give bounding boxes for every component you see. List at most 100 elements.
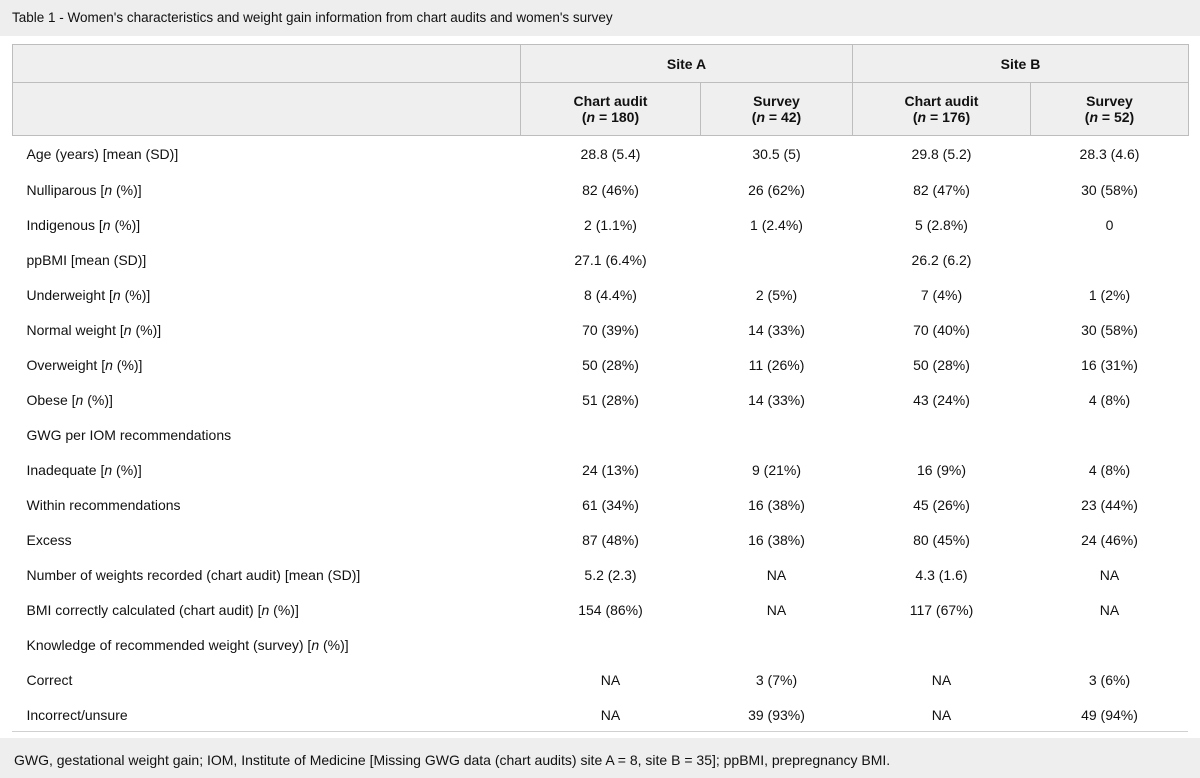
row-label-text: Knowledge of recommended weight (survey)… xyxy=(26,636,312,653)
table-row: Obese [n (%)] 51 (28%) 14 (33%) 43 (24%) 4 (… xyxy=(13,382,1189,417)
header-row-sites: Site A Site B xyxy=(12,44,1189,83)
table-caption: Table 1 - Women's characteristics and we… xyxy=(12,10,613,25)
header-site-b: Site B xyxy=(852,44,1189,83)
header-col-n-value: = 180 xyxy=(595,109,635,125)
row-value-cell: 30 (58%) xyxy=(1081,181,1138,198)
row-value-cell: 26.2 (6.2) xyxy=(911,251,972,268)
row-label-tail: (%)] xyxy=(112,356,143,373)
header-col-n-value: = 52 xyxy=(1098,109,1130,125)
row-value-cell: 28.3 (4.6) xyxy=(1079,146,1140,162)
row-value-cell xyxy=(853,417,1031,452)
row-value-cell: 45 (26%) xyxy=(913,496,970,513)
table-container: Site A Site B Chart audit (n = 180) Surve… xyxy=(12,44,1189,732)
row-value-cell: 51 (28%) xyxy=(582,391,639,408)
table-row: Knowledge of recommended weight (survey)… xyxy=(13,627,1189,662)
row-label-text: Correct xyxy=(26,671,73,688)
row-label: Knowledge of recommended weight (survey)… xyxy=(13,627,521,662)
header-col-n-symbol: n xyxy=(756,109,766,125)
table-header: Site A Site B Chart audit (n = 180) Surve… xyxy=(12,44,1189,136)
row-value-cell: 82 (46%) xyxy=(582,181,639,198)
row-value-cell: NA xyxy=(766,566,787,583)
row-value-cell: 5.2 (2.3) xyxy=(584,566,637,583)
table-row: Age (years) [mean (SD)] 28.8 (5.4) 30.5 (5… xyxy=(13,136,1189,173)
row-value-cell: 50 (28%) xyxy=(582,356,639,373)
row-label-text: Excess xyxy=(26,531,72,548)
row-value-cell xyxy=(521,627,701,662)
header-col-site-a-chart-audit: Chart audit (n = 180) xyxy=(520,82,701,136)
row-value-cell: 117 (67%) xyxy=(909,601,974,618)
row-value-cell: 43 (24%) xyxy=(913,391,970,408)
row-value-cell: 82 (47%) xyxy=(913,181,970,198)
row-value-cell: 11 (26%) xyxy=(748,356,805,373)
row-value-cell xyxy=(521,417,701,452)
row-label-text: Nulliparous [ xyxy=(26,181,105,198)
row-value-cell: 0 xyxy=(1105,216,1114,233)
row-value-cell xyxy=(701,242,853,277)
table-row: Correct NA 3 (7%) NA 3 (6%) xyxy=(13,662,1189,697)
table-row: Indigenous [n (%)] 2 (1.1%) 1 (2.4%) 5 (2.8… xyxy=(13,207,1189,242)
row-value-cell: NA xyxy=(600,671,621,688)
row-label-text: Inadequate [ xyxy=(26,461,105,478)
caption-bar: Table 1 - Women's characteristics and we… xyxy=(0,0,1200,36)
row-value-cell: NA xyxy=(931,706,952,723)
row-label-tail: (%)] xyxy=(83,391,113,408)
row-value-cell: NA xyxy=(1099,566,1120,583)
table-row: Excess 87 (48%) 16 (38%) 80 (45%) 24 (46%) xyxy=(13,522,1189,557)
row-value-cell: 16 (38%) xyxy=(748,496,805,513)
footnote-bar: GWG, gestational weight gain; IOM, Insti… xyxy=(0,738,1200,778)
row-value-cell: 61 (34%) xyxy=(582,496,639,513)
row-value-cell: 26 (62%) xyxy=(748,181,805,198)
row-value-cell: NA xyxy=(766,601,787,618)
row-value-cell: 4.3 (1.6) xyxy=(915,566,968,583)
row-value-cell: 50 (28%) xyxy=(913,356,970,373)
header-col-n-symbol: n xyxy=(586,109,596,125)
characteristics-table: Site A Site B Chart audit (n = 180) Surve… xyxy=(12,44,1189,732)
header-blank-cell xyxy=(12,44,521,83)
row-value-cell: 70 (40%) xyxy=(913,321,970,338)
row-value-cell: 16 (38%) xyxy=(748,531,805,548)
row-label: Excess xyxy=(13,522,521,557)
header-col-title: Survey xyxy=(1086,93,1133,109)
row-label: ppBMI [mean (SD)] xyxy=(13,242,521,277)
row-label-text: Within recommendations xyxy=(26,496,181,513)
header-col-title: Survey xyxy=(753,93,800,109)
row-value-cell: 87 (48%) xyxy=(582,531,639,548)
row-label-text: ppBMI [mean (SD)] xyxy=(26,251,147,268)
row-value-cell xyxy=(1031,242,1189,277)
row-value-cell: 16 (31%) xyxy=(1081,356,1138,373)
row-label: Within recommendations xyxy=(13,487,521,522)
header-row-columns: Chart audit (n = 180) Survey (n = 42) Char… xyxy=(12,82,1189,136)
row-value-cell: 29.8 (5.2) xyxy=(911,146,972,162)
row-label-n-symbol: n xyxy=(112,286,121,303)
row-label-text: Incorrect/unsure xyxy=(26,706,128,723)
row-value-cell xyxy=(701,417,853,452)
row-value-cell xyxy=(701,627,853,662)
table-row: ppBMI [mean (SD)] 27.1 (6.4%) 26.2 (6.2) xyxy=(13,242,1189,277)
row-value-cell: NA xyxy=(931,671,952,688)
table-row: BMI correctly calculated (chart audit) [… xyxy=(13,592,1189,627)
table-row: Underweight [n (%)] 8 (4.4%) 2 (5%) 7 (4%) 1… xyxy=(13,277,1189,312)
row-label-tail: (%)] xyxy=(110,216,141,233)
table-row: GWG per IOM recommendations xyxy=(13,417,1189,452)
table-body: Age (years) [mean (SD)] 28.8 (5.4) 30.5 (5… xyxy=(13,136,1189,733)
table-footnote: GWG, gestational weight gain; IOM, Insti… xyxy=(14,752,891,768)
row-value-cell xyxy=(1031,627,1189,662)
table-row: Within recommendations 61 (34%) 16 (38%) 45… xyxy=(13,487,1189,522)
row-label: Normal weight [n (%)] xyxy=(13,312,521,347)
row-label-text: Obese [ xyxy=(26,391,76,408)
row-label-text: Normal weight [ xyxy=(26,321,124,338)
row-value-cell: 14 (33%) xyxy=(748,391,805,408)
row-value-cell xyxy=(853,627,1031,662)
row-label: Overweight [n (%)] xyxy=(13,347,521,382)
row-value-cell: 70 (39%) xyxy=(582,321,639,338)
row-value-cell: 30 (58%) xyxy=(1081,321,1138,338)
row-label: Nulliparous [n (%)] xyxy=(13,172,521,207)
row-label-tail: (%)] xyxy=(319,636,349,653)
row-value-cell: 24 (46%) xyxy=(1081,531,1138,548)
row-value-cell: 27.1 (6.4%) xyxy=(574,251,647,268)
header-col-n-symbol: n xyxy=(917,109,927,125)
table-row: Incorrect/unsure NA 39 (93%) NA 49 (94%) xyxy=(13,697,1189,732)
row-value-cell: 3 (6%) xyxy=(1088,671,1131,688)
row-label-n-symbol: n xyxy=(75,391,84,408)
row-label-n-symbol: n xyxy=(311,636,320,653)
